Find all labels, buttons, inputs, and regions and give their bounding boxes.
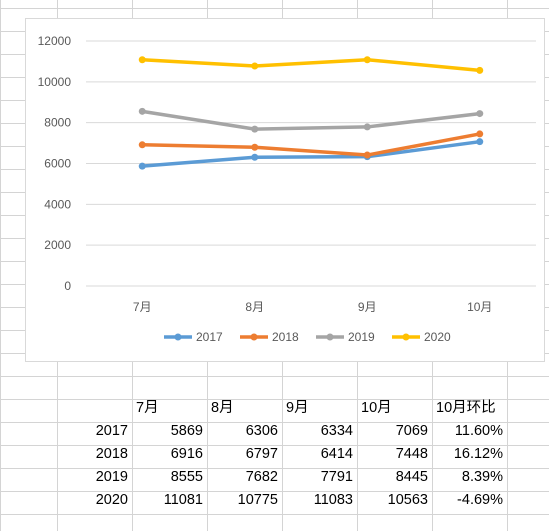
x-tick-label: 9月 [358, 300, 377, 314]
data-point-2018 [363, 151, 371, 159]
table-row-year: 2019 [95, 469, 128, 485]
series-line-2019 [140, 109, 482, 131]
legend-marker-2019 [326, 333, 334, 341]
data-point-2019 [363, 123, 371, 131]
table-header-cell: 8月 [211, 400, 234, 416]
legend-marker-2020 [402, 333, 410, 341]
table-cell: 6916 [170, 446, 203, 462]
table-header-cell: 9月 [286, 400, 309, 416]
table-cell: 8555 [170, 469, 203, 485]
data-point-2020 [363, 56, 371, 64]
table-row-year: 2017 [95, 423, 128, 439]
legend-label: 2020 [424, 330, 451, 344]
data-point-2017 [476, 138, 484, 146]
data-point-2020 [476, 66, 484, 74]
table-cell: 16.12% [453, 446, 503, 462]
table-row-year: 2018 [95, 446, 128, 462]
table-header-cell: 10月 [361, 400, 392, 416]
data-point-2018 [138, 141, 146, 149]
table-cell: 7791 [320, 469, 353, 485]
table-cell: -4.69% [457, 492, 503, 508]
table-cell: 11.60% [454, 423, 503, 439]
legend-label: 2018 [272, 330, 299, 344]
x-tick-label: 8月 [245, 300, 264, 314]
table-cell: 6797 [245, 446, 278, 462]
table-cell: 7448 [395, 446, 428, 462]
series-line-2020 [140, 57, 482, 73]
data-point-2019 [251, 125, 259, 133]
data-point-2018 [476, 130, 484, 138]
table-cell: 10775 [237, 492, 278, 508]
table-cell: 6306 [245, 423, 278, 439]
y-tick-label: 12000 [38, 34, 72, 48]
data-point-2017 [251, 153, 259, 161]
table-cell: 6334 [320, 423, 353, 439]
legend-label: 2017 [196, 330, 223, 344]
table-cell: 5869 [170, 423, 203, 439]
y-tick-label: 4000 [44, 197, 71, 211]
y-tick-label: 8000 [44, 116, 71, 130]
series-line-2017 [140, 139, 482, 168]
y-tick-label: 2000 [44, 238, 71, 252]
table-header-cell: 10月环比 [436, 400, 496, 416]
table-cell: 7682 [245, 469, 278, 485]
legend-marker-2017 [174, 333, 182, 341]
chart-panel[interactable]: 0 2000 4000 6000 8000 10000 12000 7月 8月 9月 10月 2017… [25, 18, 545, 362]
y-tick-label: 6000 [44, 157, 71, 171]
x-tick-label: 7月 [133, 300, 152, 314]
data-point-2020 [251, 62, 259, 70]
line-chart: 0 2000 4000 6000 8000 10000 12000 7月 8月 9月 10月 2017… [38, 34, 536, 344]
table-cell: 10563 [387, 492, 428, 508]
data-point-2020 [138, 56, 146, 64]
data-point-2019 [138, 107, 146, 115]
data-point-2017 [138, 162, 146, 170]
data-point-2019 [476, 110, 484, 118]
table-cell: 11081 [163, 492, 203, 508]
table-cell: 8445 [395, 469, 428, 485]
y-tick-label: 10000 [38, 75, 72, 89]
legend-label: 2019 [348, 330, 375, 344]
series-line-2018 [140, 132, 482, 157]
table-row-year: 2020 [95, 492, 128, 508]
x-tick-label: 10月 [467, 300, 492, 314]
data-point-2018 [251, 143, 259, 151]
table-cell: 6414 [320, 446, 353, 462]
legend-marker-2018 [250, 333, 258, 341]
table-cell: 11083 [313, 492, 353, 508]
table-header-cell: 7月 [136, 400, 159, 416]
y-tick-label: 0 [64, 279, 71, 293]
table-cell: 8.39% [461, 469, 503, 485]
table-cell: 7069 [395, 423, 428, 439]
